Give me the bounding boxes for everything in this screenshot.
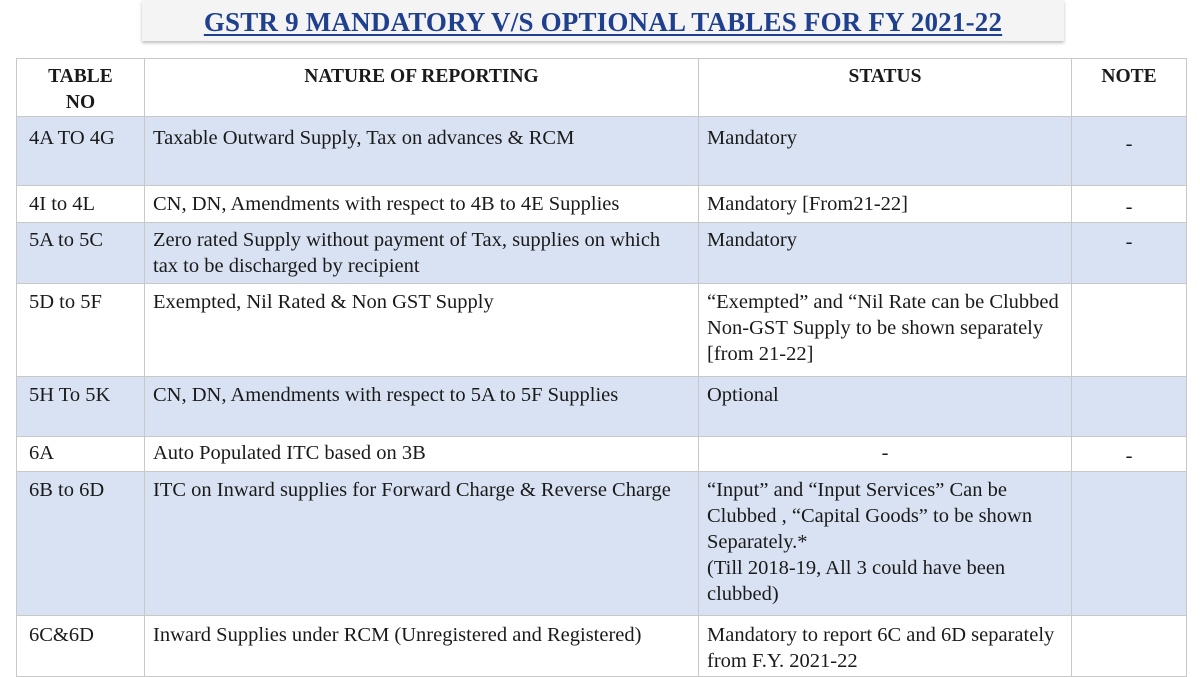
page-title: GSTR 9 MANDATORY V/S OPTIONAL TABLES FOR… bbox=[203, 7, 1003, 37]
header-note: NOTE bbox=[1071, 58, 1187, 117]
cell-nature: CN, DN, Amendments with respect to 4B to… bbox=[144, 185, 699, 223]
table-row: 6B to 6D ITC on Inward supplies for Forw… bbox=[16, 471, 1187, 616]
cell-nature: Inward Supplies under RCM (Unregistered … bbox=[144, 615, 699, 677]
table-row: 6C&6D Inward Supplies under RCM (Unregis… bbox=[16, 615, 1187, 677]
title-banner: GSTR 9 MANDATORY V/S OPTIONAL TABLES FOR… bbox=[142, 0, 1064, 41]
cell-status: “Input” and “Input Services” Can be Club… bbox=[698, 471, 1072, 616]
cell-note: - bbox=[1071, 222, 1187, 284]
cell-nature: Taxable Outward Supply, Tax on advances … bbox=[144, 116, 699, 186]
cell-status: “Exempted” and “Nil Rate can be Clubbed … bbox=[698, 283, 1072, 377]
cell-nature: CN, DN, Amendments with respect to 5A to… bbox=[144, 376, 699, 437]
cell-table-no: 4A TO 4G bbox=[16, 116, 145, 186]
table-row: 6A Auto Populated ITC based on 3B - - bbox=[16, 436, 1187, 472]
cell-note bbox=[1071, 376, 1187, 437]
cell-note: - bbox=[1071, 116, 1187, 186]
table-row: 5H To 5K CN, DN, Amendments with respect… bbox=[16, 376, 1187, 437]
cell-nature: Exempted, Nil Rated & Non GST Supply bbox=[144, 283, 699, 377]
cell-status: Mandatory bbox=[698, 116, 1072, 186]
cell-note bbox=[1071, 471, 1187, 616]
gstr9-tables-table: TABLE NO NATURE OF REPORTING STATUS NOTE… bbox=[16, 58, 1187, 677]
cell-note bbox=[1071, 615, 1187, 677]
table-row: 4I to 4L CN, DN, Amendments with respect… bbox=[16, 185, 1187, 223]
cell-status: Mandatory bbox=[698, 222, 1072, 284]
header-status: STATUS bbox=[698, 58, 1072, 117]
header-row: TABLE NO NATURE OF REPORTING STATUS NOTE bbox=[16, 58, 1187, 117]
cell-note: - bbox=[1071, 185, 1187, 223]
cell-status: - bbox=[698, 436, 1072, 472]
cell-nature: Auto Populated ITC based on 3B bbox=[144, 436, 699, 472]
cell-note bbox=[1071, 283, 1187, 377]
cell-table-no: 6A bbox=[16, 436, 145, 472]
cell-table-no: 4I to 4L bbox=[16, 185, 145, 223]
header-nature-of-reporting: NATURE OF REPORTING bbox=[144, 58, 699, 117]
cell-table-no: 6B to 6D bbox=[16, 471, 145, 616]
header-table-no: TABLE NO bbox=[16, 58, 145, 117]
cell-status: Optional bbox=[698, 376, 1072, 437]
cell-nature: ITC on Inward supplies for Forward Charg… bbox=[144, 471, 699, 616]
cell-table-no: 5D to 5F bbox=[16, 283, 145, 377]
table-row: 5A to 5C Zero rated Supply without payme… bbox=[16, 222, 1187, 284]
cell-nature: Zero rated Supply without payment of Tax… bbox=[144, 222, 699, 284]
cell-status: Mandatory to report 6C and 6D separately… bbox=[698, 615, 1072, 677]
cell-note: - bbox=[1071, 436, 1187, 472]
table-row: 5D to 5F Exempted, Nil Rated & Non GST S… bbox=[16, 283, 1187, 377]
cell-table-no: 6C&6D bbox=[16, 615, 145, 677]
cell-table-no: 5A to 5C bbox=[16, 222, 145, 284]
cell-status: Mandatory [From21-22] bbox=[698, 185, 1072, 223]
cell-table-no: 5H To 5K bbox=[16, 376, 145, 437]
table-row: 4A TO 4G Taxable Outward Supply, Tax on … bbox=[16, 116, 1187, 186]
